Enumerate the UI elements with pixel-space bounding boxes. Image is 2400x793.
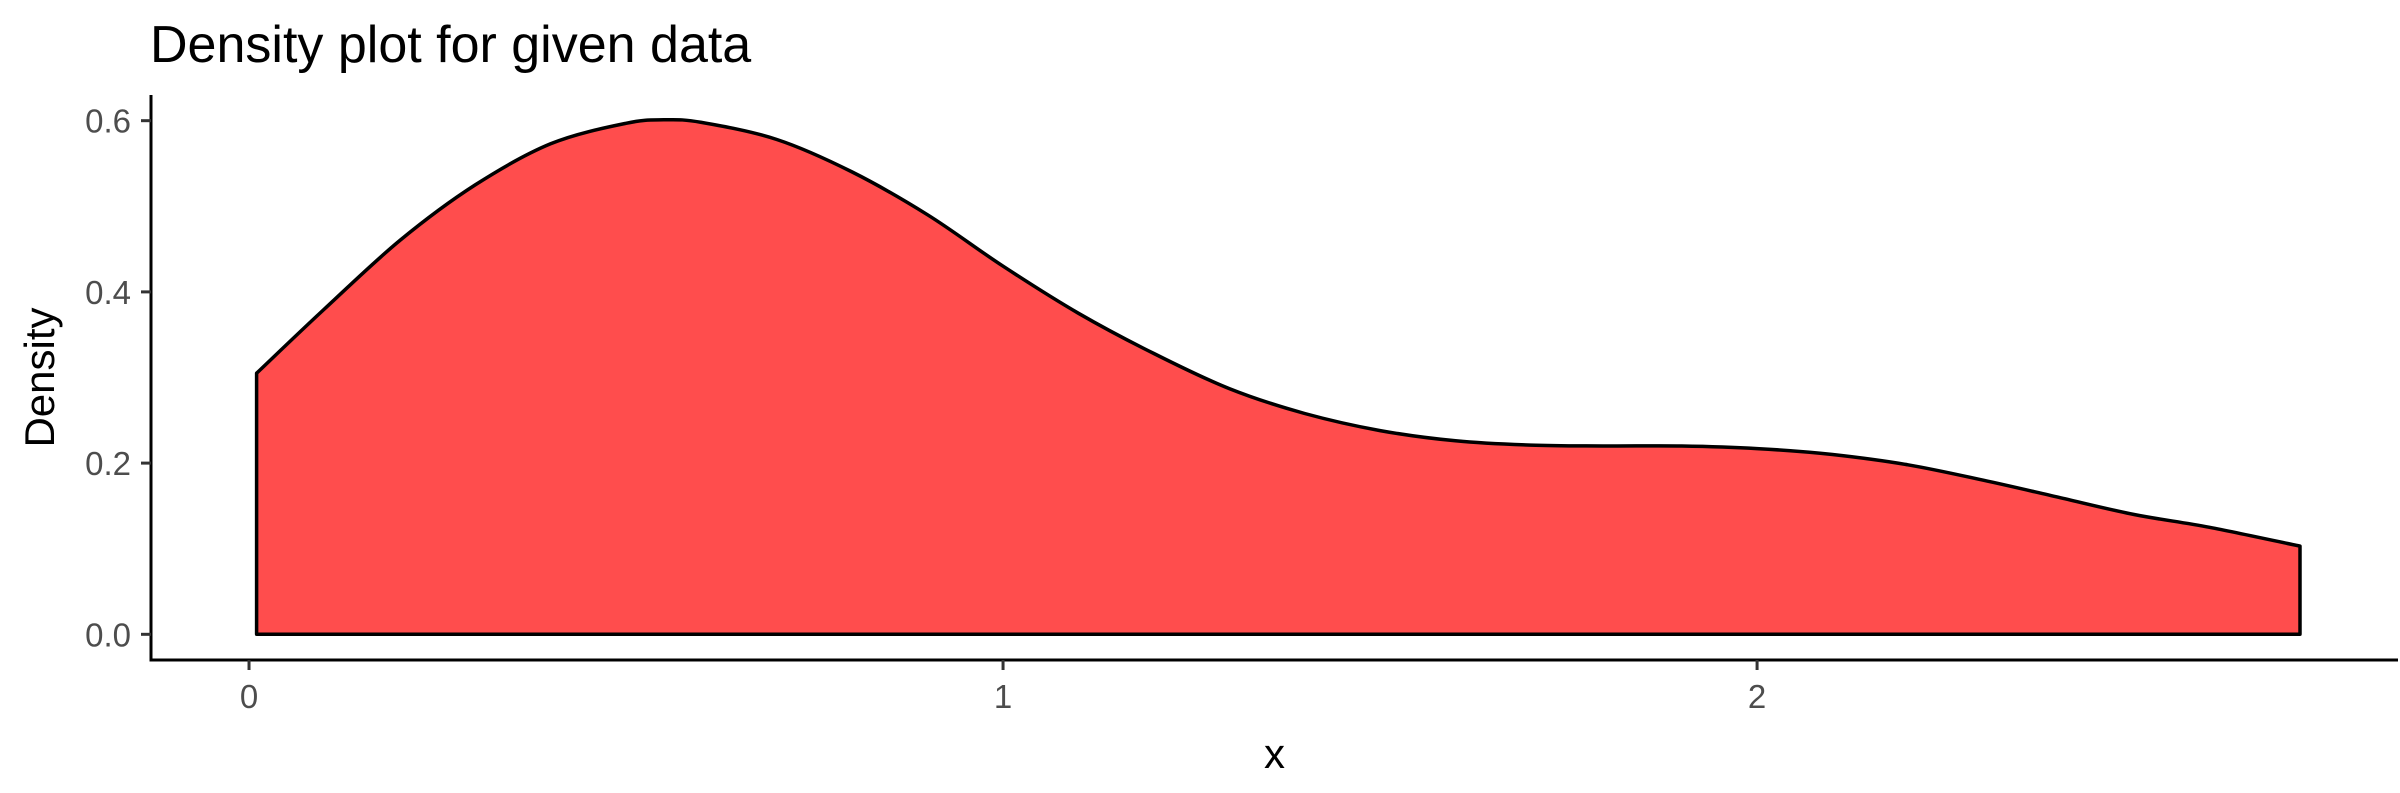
x-axis-title: x	[1264, 730, 1285, 777]
x-tick-label: 1	[994, 678, 1012, 715]
x-tick-label: 0	[240, 678, 258, 715]
y-tick-label: 0.0	[85, 616, 131, 653]
y-tick-label: 0.6	[85, 103, 131, 140]
density-area	[254, 117, 2302, 637]
y-tick-label: 0.2	[85, 445, 131, 482]
x-axis-ticks: 0 1 2	[240, 660, 1766, 715]
y-tick-label: 0.4	[85, 274, 131, 311]
y-axis-title: Density	[16, 307, 63, 447]
plot-area	[254, 117, 2302, 637]
x-tick-label: 2	[1748, 678, 1766, 715]
y-axis-ticks: 0.0 0.2 0.4 0.6	[85, 103, 151, 653]
chart-title: Density plot for given data	[150, 16, 751, 74]
